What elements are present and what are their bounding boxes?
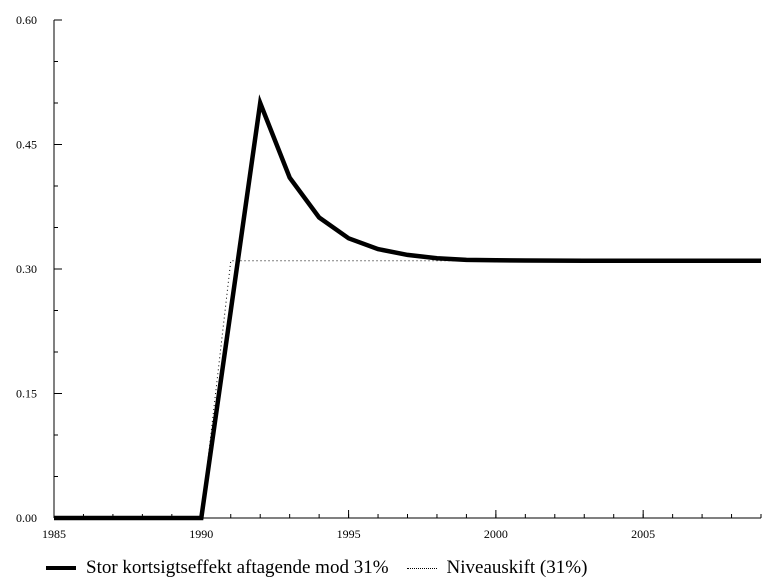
legend-item-solid: Stor kortsigtseffekt aftagende mod 31% [46, 557, 389, 579]
x-tick-label: 2000 [484, 527, 508, 541]
legend-label-solid: Stor kortsigtseffekt aftagende mod 31% [86, 557, 389, 578]
legend-swatch-solid [46, 566, 76, 570]
y-tick-label: 0.30 [16, 262, 37, 276]
series-line-dotted [54, 260, 761, 519]
x-tick-label: 1985 [42, 527, 66, 541]
x-tick-label: 1995 [337, 527, 361, 541]
x-tick-label: 1990 [189, 527, 213, 541]
x-axis: 1985 1990 1995 2000 2005 [42, 510, 762, 541]
x-tick-label: 2005 [631, 527, 655, 541]
series-line-solid [54, 94, 761, 521]
y-tick-label: 0.60 [16, 13, 37, 27]
series-layer [54, 94, 761, 521]
legend: Stor kortsigtseffekt aftagende mod 31% N… [46, 556, 605, 580]
y-tick-label: 0.45 [16, 138, 37, 152]
y-axis: 0.00 0.15 0.30 0.45 0.60 [16, 13, 62, 525]
legend-label-dotted: Niveauskift (31%) [446, 557, 588, 578]
y-tick-label: 0.00 [16, 511, 37, 525]
legend-item-dotted: Niveauskift (31%) [406, 557, 588, 579]
y-tick-label: 0.15 [16, 387, 37, 401]
legend-swatch-dotted [406, 567, 437, 569]
